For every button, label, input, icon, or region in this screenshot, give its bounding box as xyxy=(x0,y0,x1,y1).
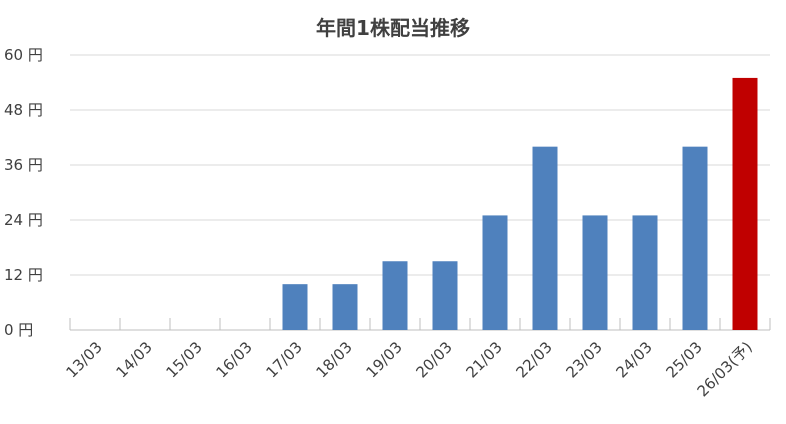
x-tick-label: 22/03 xyxy=(513,338,556,381)
y-tick-label: 36 円 xyxy=(4,156,43,174)
bar xyxy=(482,215,508,330)
x-tick-label: 24/03 xyxy=(613,338,656,381)
bar xyxy=(332,284,358,330)
x-tick-label: 15/03 xyxy=(163,338,206,381)
y-tick-label: 12 円 xyxy=(4,266,43,284)
y-axis-ticks: 0 円 12 円 24 円 36 円 48 円 60 円 xyxy=(4,46,43,339)
bar xyxy=(432,261,458,330)
y-tick-label: 60 円 xyxy=(4,46,43,64)
x-tick-label: 25/03 xyxy=(663,338,706,381)
bars xyxy=(282,77,758,331)
gridlines xyxy=(69,54,771,331)
bar xyxy=(682,146,708,330)
x-tick-label: 18/03 xyxy=(313,338,356,381)
forecast-bar xyxy=(732,77,758,331)
y-tick-label: 0 円 xyxy=(4,321,33,339)
x-axis-ticks: 13/03 14/03 15/03 16/03 17/03 18/03 19/03 20/03… xyxy=(63,338,756,400)
x-tick-label: 20/03 xyxy=(413,338,456,381)
chart-title: 年間1株配当推移 xyxy=(316,16,470,40)
bar xyxy=(382,261,408,330)
bar xyxy=(532,146,558,330)
x-tick-label: 23/03 xyxy=(563,338,606,381)
x-tick-label: 13/03 xyxy=(63,338,106,381)
bar xyxy=(632,215,658,330)
x-tick-label: 26/03(予) xyxy=(694,338,756,400)
y-tick-label: 48 円 xyxy=(4,101,43,119)
x-tick-label: 19/03 xyxy=(363,338,406,381)
x-tick-label: 17/03 xyxy=(263,338,306,381)
bar xyxy=(282,284,308,330)
x-tick-label: 21/03 xyxy=(463,338,506,381)
y-tick-label: 24 円 xyxy=(4,211,43,229)
x-tick-label: 14/03 xyxy=(113,338,156,381)
bar xyxy=(582,215,608,330)
x-tick-label: 16/03 xyxy=(213,338,256,381)
